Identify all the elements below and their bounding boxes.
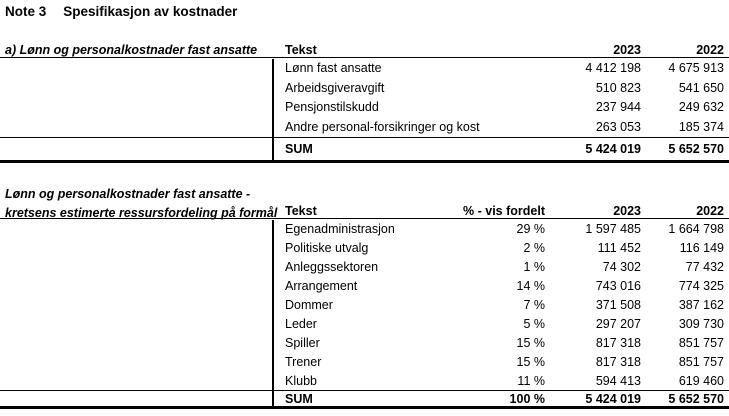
table-row: Spiller 15 % 817 318 851 757 — [0, 333, 729, 352]
cell-pct: 29 % — [516, 221, 546, 236]
cell-pct: 2 % — [523, 240, 545, 255]
table2-col-header-2022: 2022 — [696, 204, 724, 218]
cell-2022: 4 675 913 — [668, 60, 724, 75]
table-row: Pensjonstilskudd 237 944 249 632 — [0, 98, 729, 118]
table2-col-header-pct: % - vis fordelt — [463, 204, 545, 218]
table2-section-label-line2: kretsens estimerte ressursfordeling på f… — [5, 206, 278, 220]
cell-pct: 7 % — [523, 297, 545, 312]
cell-2023: 817 318 — [595, 335, 641, 350]
row-label: Andre personal-forsikringer og kostnader — [285, 120, 480, 135]
cell-2022: 309 730 — [678, 316, 724, 331]
cell-pct: 14 % — [516, 278, 546, 293]
row-label: Arbeidsgiveravgift — [285, 80, 385, 95]
cell-2022: 851 757 — [678, 354, 724, 369]
table-row: Politiske utvalg 2 % 111 452 116 149 — [0, 238, 729, 257]
table1-col-header-tekst: Tekst — [285, 43, 317, 57]
table-row: Andre personal-forsikringer og kostnader… — [0, 117, 729, 137]
cell-2023: 510 823 — [595, 80, 641, 95]
cell-2022: 116 149 — [679, 240, 724, 255]
cell-pct: 11 % — [517, 373, 545, 388]
table2-column-divider — [272, 220, 274, 409]
table2-sum-row: SUM 100 % 5 424 019 5 652 570 — [0, 390, 729, 409]
table2-col-header-2023: 2023 — [613, 204, 641, 218]
sum-pct: 100 % — [509, 391, 545, 406]
table-row: Trener 15 % 817 318 851 757 — [0, 352, 729, 371]
table-resource-allocation: Lønn og personalkostnader fast ansatte -… — [0, 184, 729, 409]
cell-2023: 263 053 — [595, 120, 641, 135]
cell-2023: 817 318 — [595, 354, 641, 369]
table1-header-row: a) Lønn og personalkostnader fast ansatt… — [0, 43, 729, 58]
table2-header-row: Tekst % - vis fordelt 2023 2022 — [0, 204, 729, 219]
note-title: Note 3 Spesifikasjon av kostnader — [5, 4, 237, 19]
table-personnel-costs: a) Lønn og personalkostnader fast ansatt… — [0, 43, 729, 164]
cell-2022: 185 374 — [678, 120, 724, 135]
cell-2023: 74 302 — [602, 259, 641, 274]
table1-col-header-2022: 2022 — [696, 43, 724, 57]
cell-2022: 249 632 — [678, 100, 724, 115]
note-heading: Spesifikasjon av kostnader — [63, 4, 238, 19]
table1-sum-row: SUM 5 424 019 5 652 570 — [0, 137, 729, 164]
row-label: Dommer — [285, 297, 333, 312]
cell-2023: 237 944 — [595, 100, 641, 115]
cell-2023: 4 412 198 — [585, 60, 641, 75]
cell-2022: 1 664 798 — [668, 221, 724, 236]
table-row: Klubb 11 % 594 413 619 460 — [0, 371, 729, 390]
table-row: Arbeidsgiveravgift 510 823 541 650 — [0, 78, 729, 98]
cell-2022: 77 432 — [685, 259, 724, 274]
table1-column-divider — [272, 59, 274, 164]
sum-2022: 5 652 570 — [668, 142, 724, 157]
note-number: Note 3 — [5, 4, 47, 19]
table1-section-label: a) Lønn og personalkostnader fast ansatt… — [5, 43, 258, 57]
cell-pct: 1 % — [523, 259, 545, 274]
cell-2023: 371 508 — [595, 297, 641, 312]
cell-2023: 743 016 — [595, 278, 641, 293]
sum-label: SUM — [285, 391, 313, 406]
sum-2023: 5 424 019 — [585, 142, 641, 157]
cell-2022: 851 757 — [678, 335, 724, 350]
cell-2023: 297 207 — [595, 316, 641, 331]
row-label: Pensjonstilskudd — [285, 100, 379, 115]
row-label: Leder — [285, 316, 317, 331]
table2-section-label: Lønn og personalkostnader fast ansatte -… — [5, 185, 285, 223]
cell-2023: 594 413 — [595, 373, 641, 388]
sum-2022: 5 652 570 — [668, 391, 724, 406]
table-row: Leder 5 % 297 207 309 730 — [0, 314, 729, 333]
row-label: Spiller — [285, 335, 320, 350]
table-row: Dommer 7 % 371 508 387 162 — [0, 295, 729, 314]
sum-2023: 5 424 019 — [585, 391, 641, 406]
row-label: Klubb — [285, 373, 317, 388]
table-row: Lønn fast ansatte 4 412 198 4 675 913 — [0, 58, 729, 78]
cell-2023: 111 452 — [597, 240, 641, 255]
cell-2022: 387 162 — [678, 297, 724, 312]
table-row: Egenadministrasjon 29 % 1 597 485 1 664 … — [0, 219, 729, 238]
cell-2022: 541 650 — [678, 80, 724, 95]
row-label: Lønn fast ansatte — [285, 60, 382, 75]
row-label: Trener — [285, 354, 322, 369]
cell-2022: 619 460 — [678, 373, 724, 388]
row-label: Arrangement — [285, 278, 358, 293]
table-row: Anleggssektoren 1 % 74 302 77 432 — [0, 257, 729, 276]
cell-2022: 774 325 — [678, 278, 724, 293]
row-label: Anleggssektoren — [285, 259, 379, 274]
cell-pct: 5 % — [523, 316, 545, 331]
sum-label: SUM — [285, 142, 313, 157]
row-label: Egenadministrasjon — [285, 221, 395, 236]
cell-pct: 15 % — [516, 335, 546, 350]
cell-2023: 1 597 485 — [585, 221, 641, 236]
cell-pct: 15 % — [516, 354, 546, 369]
row-label: Politiske utvalg — [285, 240, 369, 255]
table1-col-header-2023: 2023 — [613, 43, 641, 57]
table-row: Arrangement 14 % 743 016 774 325 — [0, 276, 729, 295]
table2-col-header-tekst: Tekst — [285, 204, 317, 218]
table2-section-label-line1: Lønn og personalkostnader fast ansatte - — [5, 187, 251, 201]
